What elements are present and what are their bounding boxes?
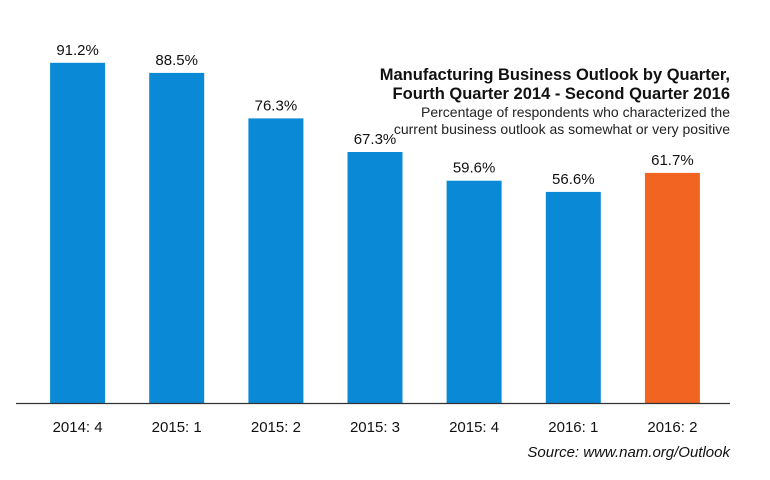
- x-tick-label: 2015: 4: [449, 419, 499, 436]
- value-labels-group: 91.2% 88.5% 76.3% 67.3% 59.6% 56.6% 61.7%: [56, 42, 693, 188]
- chart-title-line-2: Fourth Quarter 2014 - Second Quarter 201…: [392, 84, 730, 103]
- x-tick-label: 2015: 2: [251, 419, 301, 436]
- bar-value-label: 88.5%: [155, 52, 198, 69]
- bars-group: [50, 62, 700, 404]
- source-note: Source: www.nam.org/Outlook: [527, 444, 730, 461]
- bar-value-label: 76.3%: [255, 97, 298, 114]
- x-tick-labels: 2014: 4 2015: 1 2015: 2 2015: 3 2015: 4 2016:…: [53, 419, 698, 436]
- bar-value-label: 56.6%: [552, 171, 595, 188]
- bar-1: [50, 62, 106, 404]
- x-tick-label: 2016: 1: [548, 419, 598, 436]
- chart-subtitle-line-1: Percentage of respondents who characteri…: [421, 103, 730, 120]
- chart-title-line-1: Manufacturing Business Outlook by Quarte…: [379, 66, 730, 84]
- x-tick-label: 2015: 3: [350, 419, 400, 436]
- bar-3: [248, 118, 304, 404]
- chart-title-block: Manufacturing Business Outlook by Quarte…: [380, 66, 730, 138]
- chart-subtitle-line-2: current business outlook as somewhat or …: [393, 120, 730, 137]
- bar-value-label: 67.3%: [354, 131, 397, 148]
- x-tick-label: 2015: 1: [152, 419, 202, 436]
- bar-5: [446, 180, 502, 403]
- bar-value-label: 91.2%: [56, 42, 99, 59]
- bar-value-label: 61.7%: [651, 152, 694, 169]
- x-tick-label: 2016: 2: [647, 419, 697, 436]
- bar-value-label: 59.6%: [453, 160, 496, 177]
- bar-7: [644, 172, 700, 403]
- x-tick-label: 2014: 4: [53, 419, 103, 436]
- bar-6: [545, 191, 601, 403]
- bar-4: [347, 152, 403, 403]
- bar-2: [149, 72, 205, 404]
